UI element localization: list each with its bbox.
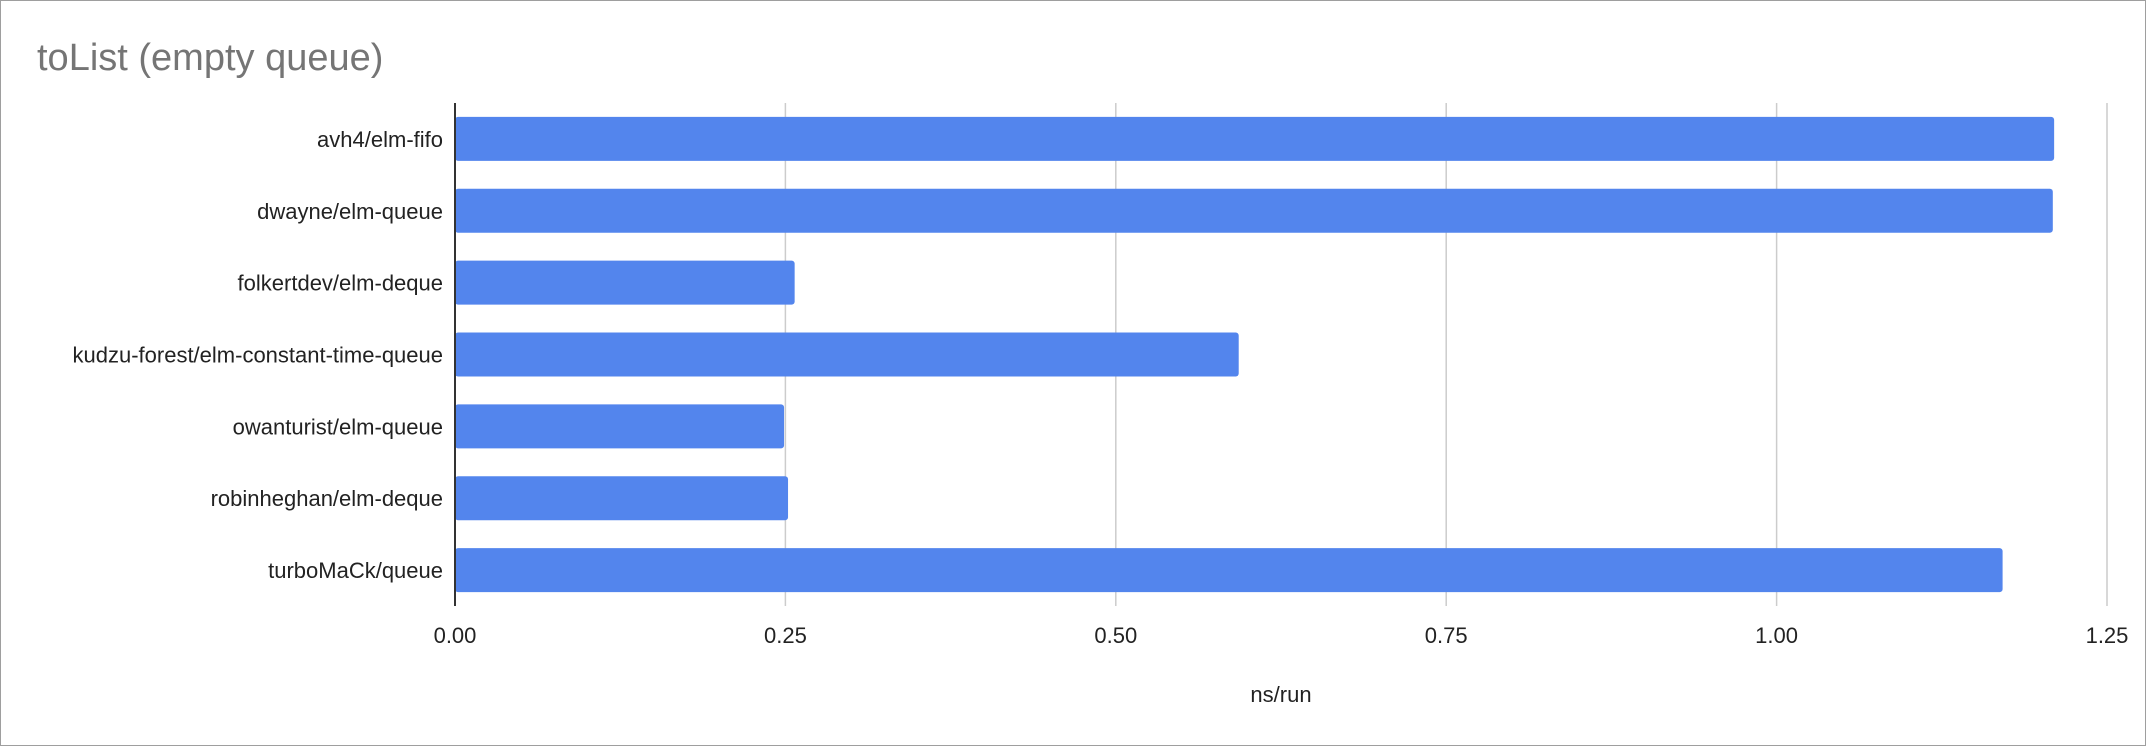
category-label: dwayne/elm-queue: [257, 199, 443, 224]
category-label: kudzu-forest/elm-constant-time-queue: [73, 343, 444, 368]
bar: [455, 260, 795, 305]
category-label: robinheghan/elm-deque: [211, 486, 443, 511]
category-label: avh4/elm-fifo: [317, 127, 443, 152]
bar: [455, 116, 2055, 161]
x-tick-label: 0.50: [1094, 623, 1137, 648]
x-tick-label: 1.00: [1755, 623, 1798, 648]
bar: [455, 188, 2053, 233]
x-tick-label: 0.00: [434, 623, 477, 648]
x-axis-title: ns/run: [1250, 682, 1311, 707]
bar: [455, 476, 789, 521]
bar: [455, 332, 1239, 377]
category-label: owanturist/elm-queue: [233, 414, 443, 439]
category-labels: avh4/elm-fifo dwayne/elm-queue folkertdev/…: [73, 127, 444, 583]
x-tick-label: 0.75: [1425, 623, 1468, 648]
x-tick-label: 1.25: [2086, 623, 2129, 648]
x-tick-labels: 0.00 0.25 0.50 0.75 1.00 1.25: [434, 623, 2129, 648]
category-label: turboMaCk/queue: [268, 558, 443, 583]
bar: [455, 404, 785, 449]
category-label: folkertdev/elm-deque: [238, 271, 443, 296]
bar: [455, 548, 2003, 593]
chart-title: toList (empty queue): [37, 37, 384, 79]
bars: [455, 116, 2055, 593]
x-tick-label: 0.25: [764, 623, 807, 648]
